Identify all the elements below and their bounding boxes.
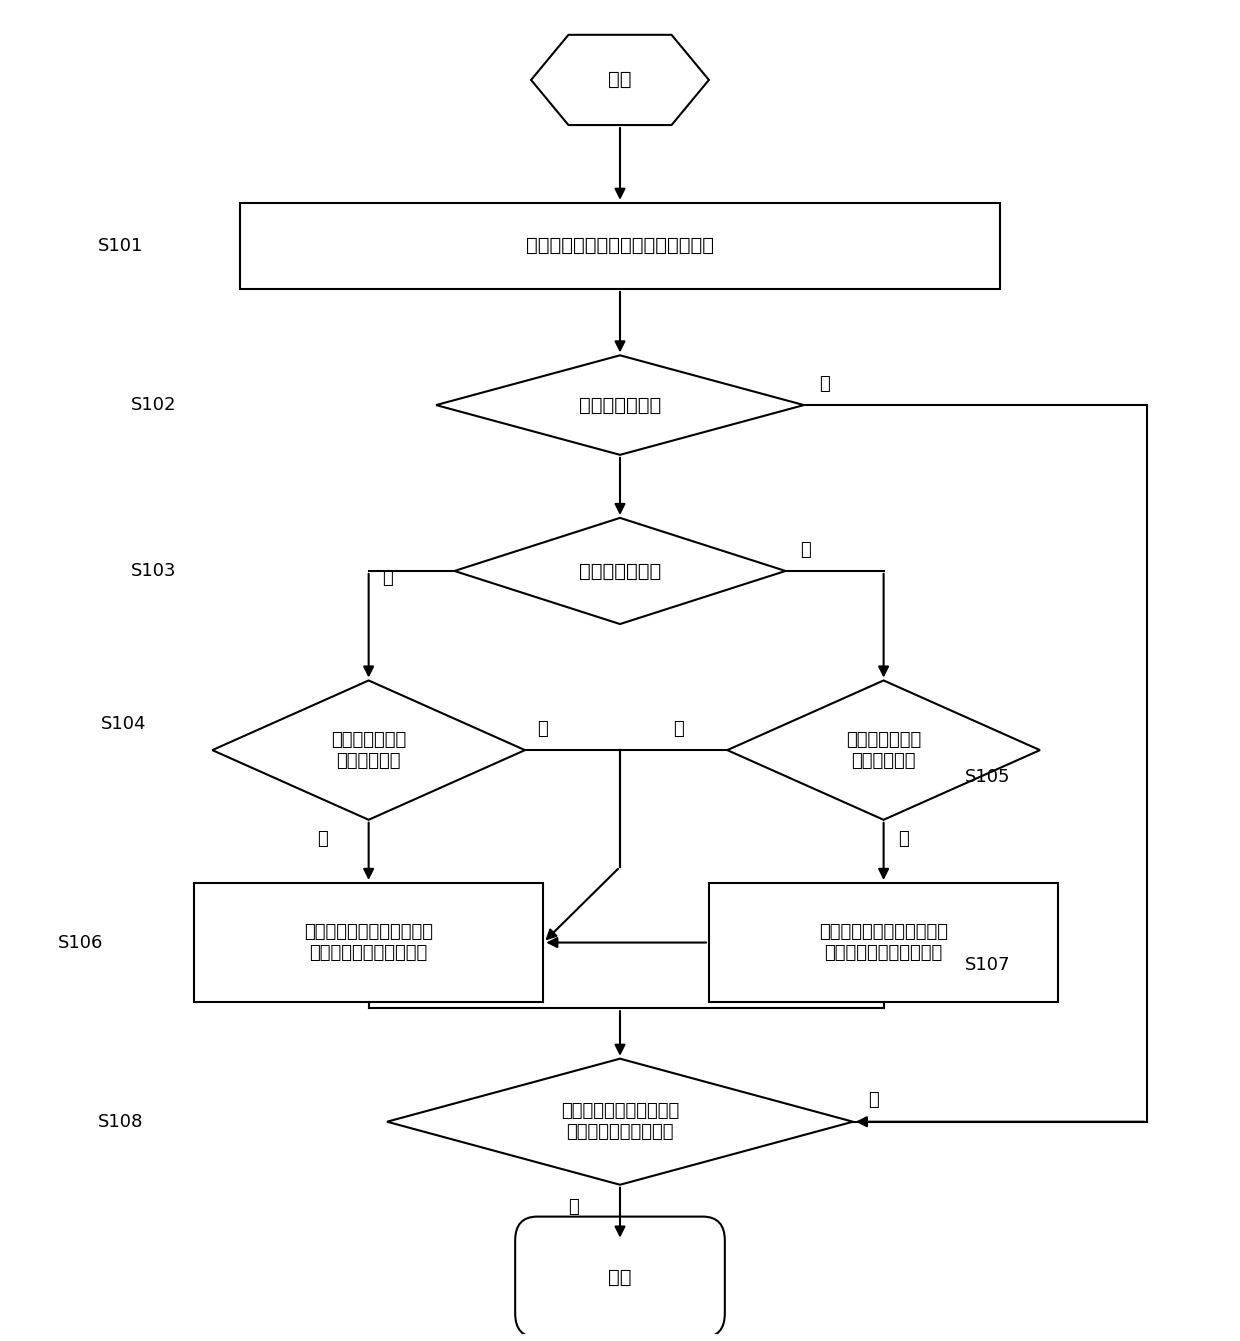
Text: 第一液压传动导轨和第二液
压传动导轨同步向左移动: 第一液压传动导轨和第二液 压传动导轨同步向左移动: [820, 923, 949, 961]
Text: 是: 是: [898, 830, 909, 849]
Text: 第二测距值是否
大于货车长度: 第二测距值是否 大于货车长度: [846, 731, 921, 770]
Text: S101: S101: [98, 237, 144, 255]
Text: 否: 否: [537, 720, 548, 738]
Text: 第一液压传动导轨和第二液
压传动导轨同步向右移动: 第一液压传动导轨和第二液 压传动导轨同步向右移动: [304, 923, 433, 961]
Text: 否: 否: [800, 540, 811, 559]
Text: S106: S106: [58, 933, 103, 952]
Text: 是: 是: [382, 569, 392, 586]
Text: 否: 否: [818, 375, 830, 393]
Text: 开始: 开始: [609, 71, 631, 90]
Text: S105: S105: [965, 767, 1011, 786]
Text: 是: 是: [316, 830, 327, 849]
Text: S102: S102: [131, 396, 177, 414]
Text: S104: S104: [100, 715, 146, 732]
Text: S103: S103: [131, 562, 177, 579]
Text: 是: 是: [568, 1198, 579, 1216]
Text: 差值是否不为零: 差值是否不为零: [579, 396, 661, 414]
Text: 第一测距值是否
大于货车长度: 第一测距值是否 大于货车长度: [331, 731, 407, 770]
Text: 第一测距值较大: 第一测距值较大: [579, 562, 661, 581]
Text: S107: S107: [965, 956, 1011, 974]
Text: 否: 否: [673, 720, 683, 738]
Text: S108: S108: [98, 1113, 144, 1130]
Text: 否: 否: [868, 1092, 878, 1109]
Text: 计算第一测距值与第二测距值的差值: 计算第一测距值与第二测距值的差值: [526, 236, 714, 255]
Text: 第一测距值和第二测距值
的差值是否小于设定值: 第一测距值和第二测距值 的差值是否小于设定值: [560, 1102, 680, 1141]
Text: 结束: 结束: [609, 1267, 631, 1286]
